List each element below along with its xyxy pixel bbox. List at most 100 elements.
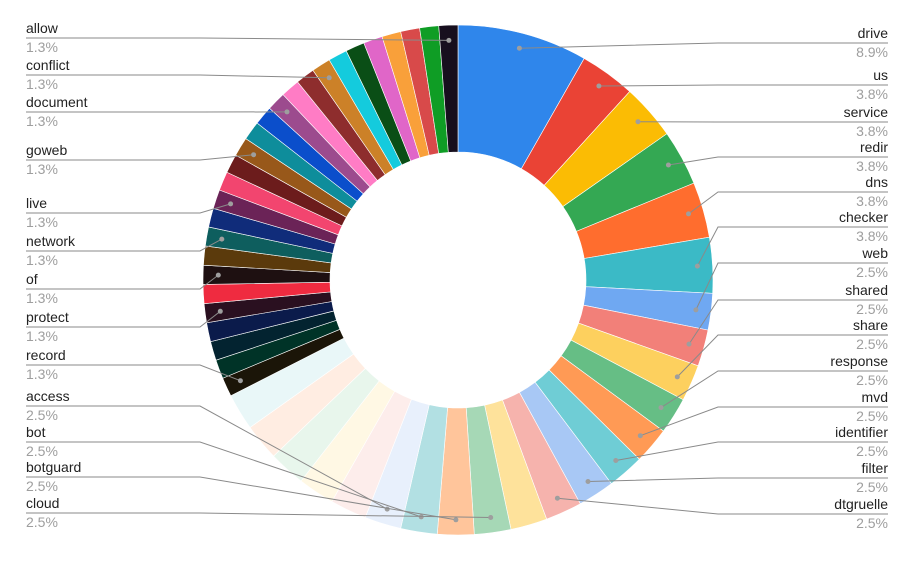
label-drive: drive bbox=[858, 25, 889, 41]
label-identifier-pct: 2.5% bbox=[856, 443, 888, 459]
label-share: share bbox=[853, 317, 888, 333]
label-checker: checker bbox=[839, 209, 888, 225]
leader-dot-web bbox=[693, 307, 699, 313]
label-checker-pct: 3.8% bbox=[856, 228, 888, 244]
leader-line-web bbox=[695, 262, 888, 311]
leader-dot-conflict bbox=[326, 75, 332, 81]
label-live: live bbox=[26, 195, 47, 211]
leader-dot-drive bbox=[516, 45, 522, 51]
leader-dot-response bbox=[658, 405, 664, 411]
leader-line-live bbox=[26, 203, 231, 214]
leader-dot-us bbox=[596, 83, 602, 89]
leader-line-mvd bbox=[640, 406, 888, 437]
label-dns: dns bbox=[865, 174, 888, 190]
label-network: network bbox=[26, 233, 76, 249]
label-conflict-pct: 1.3% bbox=[26, 76, 58, 92]
label-shared: shared bbox=[845, 282, 888, 298]
label-of: of bbox=[26, 271, 38, 287]
leader-line-redir bbox=[668, 156, 888, 166]
leader-dot-dtgruelle bbox=[554, 495, 560, 501]
label-allow-pct: 1.3% bbox=[26, 39, 58, 55]
leader-line-shared bbox=[688, 299, 888, 345]
leader-dot-live bbox=[228, 201, 234, 207]
label-response-pct: 2.5% bbox=[856, 372, 888, 388]
label-botguard: botguard bbox=[26, 459, 81, 475]
label-us: us bbox=[873, 67, 888, 83]
label-filter-pct: 2.5% bbox=[856, 479, 888, 495]
leader-dot-goweb bbox=[251, 152, 257, 158]
label-us-pct: 3.8% bbox=[856, 86, 888, 102]
leader-dot-service bbox=[635, 119, 641, 125]
leader-dot-of bbox=[215, 272, 221, 278]
label-live-pct: 1.3% bbox=[26, 214, 58, 230]
leader-dot-network bbox=[219, 236, 225, 242]
label-document: document bbox=[26, 94, 88, 110]
label-access-pct: 2.5% bbox=[26, 407, 58, 423]
leader-line-filter bbox=[587, 477, 888, 482]
label-bot-pct: 2.5% bbox=[26, 443, 58, 459]
label-redir: redir bbox=[860, 139, 888, 155]
leader-line-checker bbox=[696, 226, 888, 267]
leader-dot-shared bbox=[686, 341, 692, 347]
label-cloud: cloud bbox=[26, 495, 59, 511]
leader-dot-redir bbox=[665, 162, 671, 168]
slice-labels: drive8.9%us3.8%service3.8%redir3.8%dns3.… bbox=[26, 20, 888, 531]
label-shared-pct: 2.5% bbox=[856, 301, 888, 317]
label-dtgruelle-pct: 2.5% bbox=[856, 515, 888, 531]
leader-dot-filter bbox=[585, 479, 591, 484]
label-record: record bbox=[26, 347, 66, 363]
label-protect: protect bbox=[26, 309, 69, 325]
label-of-pct: 1.3% bbox=[26, 290, 58, 306]
leader-dot-botguard bbox=[453, 517, 459, 523]
slice-allow bbox=[438, 24, 459, 153]
leader-dot-cloud bbox=[488, 515, 494, 520]
label-redir-pct: 3.8% bbox=[856, 158, 888, 174]
leader-line-botguard bbox=[26, 476, 456, 521]
label-drive-pct: 8.9% bbox=[856, 44, 888, 60]
label-goweb-pct: 1.3% bbox=[26, 161, 58, 177]
leader-line-share bbox=[676, 334, 888, 378]
leader-line-identifier bbox=[615, 441, 888, 461]
label-mvd-pct: 2.5% bbox=[856, 408, 888, 424]
label-allow: allow bbox=[26, 20, 59, 36]
label-protect-pct: 1.3% bbox=[26, 328, 58, 344]
label-filter: filter bbox=[862, 460, 889, 476]
label-access: access bbox=[26, 388, 70, 404]
label-dns-pct: 3.8% bbox=[856, 193, 888, 209]
donut-slices bbox=[202, 24, 714, 536]
leader-line-of bbox=[26, 274, 219, 290]
label-dtgruelle: dtgruelle bbox=[834, 496, 888, 512]
label-document-pct: 1.3% bbox=[26, 113, 58, 129]
leader-dot-checker bbox=[694, 263, 700, 269]
leader-dot-record bbox=[237, 378, 243, 384]
label-mvd: mvd bbox=[862, 389, 888, 405]
label-cloud-pct: 2.5% bbox=[26, 514, 58, 530]
leader-line-bot bbox=[26, 441, 422, 518]
label-goweb: goweb bbox=[26, 142, 67, 158]
label-share-pct: 2.5% bbox=[856, 336, 888, 352]
label-web-pct: 2.5% bbox=[856, 264, 888, 280]
leader-dot-allow bbox=[446, 37, 452, 43]
label-botguard-pct: 2.5% bbox=[26, 478, 58, 494]
leader-dot-identifier bbox=[613, 458, 619, 463]
label-response: response bbox=[830, 353, 888, 369]
leader-line-goweb bbox=[26, 154, 254, 161]
leader-line-record bbox=[26, 364, 241, 382]
label-record-pct: 1.3% bbox=[26, 366, 58, 382]
label-network-pct: 1.3% bbox=[26, 252, 58, 268]
leader-dot-document bbox=[284, 109, 290, 115]
leader-line-allow bbox=[26, 37, 449, 41]
label-conflict: conflict bbox=[26, 57, 70, 73]
leader-line-us bbox=[598, 84, 888, 87]
leader-dot-share bbox=[674, 374, 680, 380]
label-bot: bot bbox=[26, 424, 46, 440]
label-service: service bbox=[844, 104, 889, 120]
leader-line-response bbox=[660, 370, 888, 409]
leader-dot-protect bbox=[217, 308, 223, 314]
leader-line-drive bbox=[519, 42, 888, 49]
label-identifier: identifier bbox=[835, 424, 888, 440]
leader-lines bbox=[26, 37, 888, 523]
leader-line-access bbox=[26, 405, 388, 510]
label-web: web bbox=[861, 245, 888, 261]
